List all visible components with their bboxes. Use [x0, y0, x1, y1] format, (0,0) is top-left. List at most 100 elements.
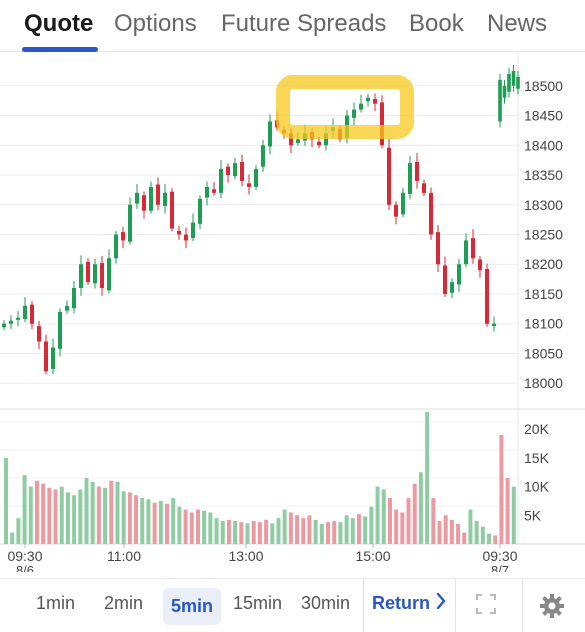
timeframe-5min-button[interactable]: 5min — [163, 588, 222, 625]
volume-bar — [59, 486, 64, 544]
volume-bar — [214, 518, 219, 544]
tab-future-spreads[interactable]: Future Spreads — [221, 10, 387, 37]
chevron-right-icon — [436, 592, 446, 614]
volume-bar — [505, 478, 510, 544]
volume-bar — [474, 521, 479, 544]
candle-body — [498, 79, 502, 122]
volume-bar — [394, 509, 399, 544]
timeframe-30min-button[interactable]: 30min — [301, 593, 351, 613]
volume-bar — [468, 509, 473, 544]
volume-bar — [363, 516, 368, 544]
volume-bar — [72, 495, 77, 544]
divider — [455, 579, 456, 632]
volume-bar — [511, 486, 516, 544]
candle-body — [352, 109, 356, 118]
candlestick-chart[interactable]: 18500 18450 18400 18350 18300 18250 18200 18150… — [0, 52, 585, 578]
volume-bar — [90, 482, 95, 544]
candle-body — [247, 183, 251, 187]
candle-body — [492, 323, 496, 327]
candle-body — [408, 163, 412, 195]
time-axis-label: 09:30 — [482, 548, 517, 564]
volume-bar — [65, 492, 70, 544]
volume-bar — [338, 522, 343, 544]
candle-body — [422, 183, 426, 193]
volume-bar — [456, 523, 461, 544]
volume-bar — [195, 509, 200, 544]
timeframe-2min-button[interactable]: 2min — [104, 593, 144, 613]
volume-bar — [233, 521, 238, 544]
candle-body — [507, 73, 511, 92]
candle-body — [254, 169, 258, 187]
tab-book[interactable]: Book — [409, 10, 464, 37]
price-axis-label: 18000 — [524, 375, 563, 391]
tab-news[interactable]: News — [487, 10, 548, 37]
gear-icon[interactable] — [539, 593, 565, 624]
volume-bar — [239, 522, 244, 544]
volume-bar — [425, 412, 430, 544]
candle-body — [394, 204, 398, 217]
candle-body — [100, 263, 104, 289]
candle-body — [191, 222, 195, 239]
volume-bar — [462, 532, 467, 544]
tab-options[interactable]: Options — [114, 10, 197, 37]
return-button[interactable]: Return — [372, 592, 446, 614]
candle-body — [502, 85, 507, 98]
volume-bar — [4, 457, 8, 544]
price-axis-label: 18450 — [524, 108, 563, 124]
volume-bar — [158, 500, 163, 544]
volume-bar — [369, 506, 374, 544]
volume-bar — [493, 535, 498, 544]
candle-body — [226, 166, 230, 176]
candle-body — [23, 305, 27, 319]
candle-body — [114, 234, 118, 259]
candle-body — [296, 139, 300, 143]
volume-bar — [202, 510, 207, 544]
volume-bar — [276, 518, 281, 544]
price-axis-label: 18250 — [524, 227, 563, 243]
candle-body — [2, 323, 6, 328]
candle-body — [205, 186, 209, 198]
candle-body — [142, 195, 146, 211]
volume-bar — [115, 482, 120, 544]
candle-body — [233, 163, 237, 177]
volume-bar — [400, 512, 405, 544]
timeframe-1min-button[interactable]: 1min — [36, 593, 76, 613]
volume-bar — [313, 519, 318, 544]
timeframe-15min-button[interactable]: 15min — [233, 593, 283, 613]
volume-bar — [47, 487, 52, 544]
volume-bar — [301, 518, 306, 544]
candle-body — [401, 192, 405, 215]
volume-bar — [288, 512, 293, 544]
candle-body — [107, 258, 111, 291]
volume-bar — [418, 472, 423, 544]
volume-axis-label: 15K — [524, 450, 550, 466]
volume-bar — [109, 480, 114, 544]
volume-bar — [326, 522, 331, 544]
volume-axis-label: 10K — [524, 479, 550, 495]
candle-body — [464, 240, 468, 265]
tab-quote[interactable]: Quote — [24, 10, 94, 37]
price-axis-label: 18200 — [524, 256, 563, 272]
volume-bar — [28, 486, 33, 544]
volume-bar — [134, 495, 139, 544]
fullscreen-icon[interactable] — [475, 593, 497, 620]
candle-body — [72, 288, 76, 309]
candle-body — [184, 234, 188, 241]
volume-bar — [480, 526, 485, 544]
candle-body — [516, 76, 520, 89]
price-axis-label: 18350 — [524, 167, 563, 183]
candle-body — [450, 282, 454, 293]
candle-body — [44, 341, 48, 372]
volume-bar — [78, 489, 83, 544]
candle-body — [478, 259, 482, 271]
candle-body — [58, 311, 62, 349]
volume-bar — [245, 523, 250, 544]
candle-body — [268, 121, 272, 147]
price-chart[interactable]: 18500 18450 18400 18350 18300 18250 18200 18150… — [0, 52, 585, 578]
volume-bar — [177, 506, 182, 544]
candle-body — [16, 317, 20, 320]
candle-body — [471, 238, 475, 259]
volume-bar — [22, 475, 27, 544]
time-axis-label: 11:00 — [107, 548, 141, 564]
volume-axis-label: 20K — [524, 421, 550, 437]
